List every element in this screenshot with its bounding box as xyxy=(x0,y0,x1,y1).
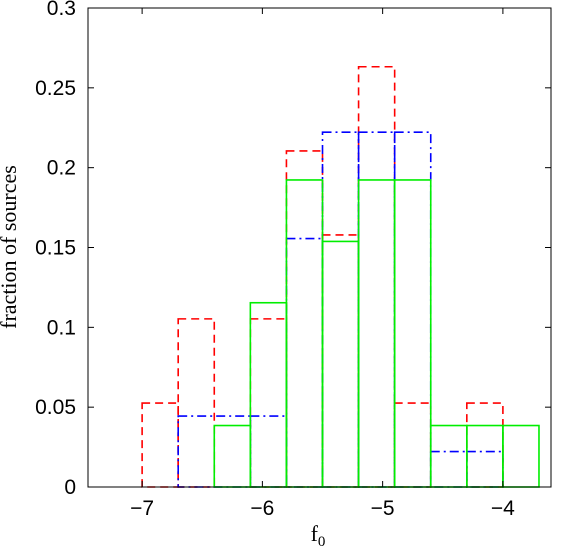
histogram-bar xyxy=(249,318,288,488)
axes-frame xyxy=(87,7,552,488)
x-tick-label: −7 xyxy=(130,497,154,520)
histogram-bar xyxy=(502,424,540,488)
x-tick-label: −4 xyxy=(491,497,515,520)
histogram-bar xyxy=(213,424,252,488)
histogram-bar xyxy=(357,131,396,488)
histogram-bar xyxy=(429,450,468,488)
histogram-bar xyxy=(466,402,504,488)
histogram-bar xyxy=(357,179,396,488)
y-tick-label: 0.3 xyxy=(47,0,76,20)
histogram-bar xyxy=(177,318,216,488)
histogram-bar xyxy=(285,150,324,488)
histogram-bar xyxy=(285,237,324,488)
histogram-bar xyxy=(249,415,288,488)
y-tick-label: 0.2 xyxy=(47,157,76,180)
y-tick-label: 0.15 xyxy=(35,237,76,260)
histogram-bar xyxy=(249,301,288,488)
axis-ticks: −7 −6 −5 −4 0 0.05 0.1 0.15 0.2 0.25 0.3 xyxy=(35,0,551,520)
x-axis-label: f0 xyxy=(311,521,326,548)
histogram-bar xyxy=(466,424,504,488)
x-axis-label-main: f xyxy=(311,521,319,546)
histogram-bar xyxy=(466,450,504,488)
y-tick-label: 0.1 xyxy=(47,316,76,339)
histogram-bars xyxy=(141,65,540,488)
histogram-bar xyxy=(393,179,432,488)
histogram-bar xyxy=(393,131,432,488)
histogram-bar xyxy=(429,424,468,488)
y-tick-label: 0.25 xyxy=(35,77,76,100)
y-tick-label: 0 xyxy=(64,476,76,499)
histogram-bar xyxy=(321,131,360,488)
histogram-bar xyxy=(357,65,396,488)
histogram-bar xyxy=(321,234,360,488)
histogram-series-dashdot xyxy=(177,131,504,488)
x-tick-label: −5 xyxy=(371,497,395,520)
x-axis-label-subscript: 0 xyxy=(318,534,326,548)
x-tick-label: −6 xyxy=(250,497,274,520)
y-axis-label: fraction of sources xyxy=(0,165,21,329)
histogram-bar xyxy=(393,402,432,488)
histogram-bar xyxy=(321,240,360,488)
histogram-bar xyxy=(285,179,324,488)
histogram-series-solid xyxy=(213,179,540,488)
y-tick-label: 0.05 xyxy=(35,396,76,419)
histogram-bar xyxy=(141,402,179,488)
